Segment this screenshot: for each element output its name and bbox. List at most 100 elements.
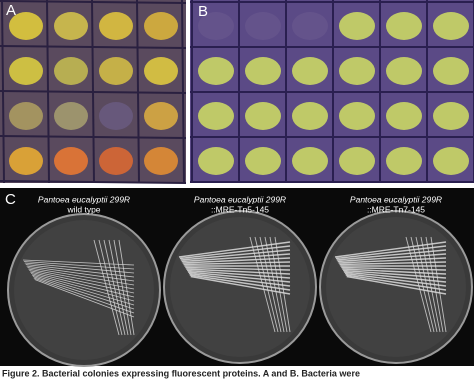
- colony: [292, 12, 328, 40]
- colony: [292, 57, 328, 85]
- streak: [425, 236, 444, 333]
- colony: [245, 57, 281, 85]
- streak: [93, 239, 120, 336]
- panel-label: A: [6, 2, 16, 19]
- colony: [99, 12, 133, 40]
- streak: [34, 279, 135, 318]
- streak: [103, 239, 126, 336]
- streak: [185, 266, 291, 271]
- colony: [339, 12, 375, 40]
- streak: [254, 236, 279, 333]
- colony: [386, 12, 422, 40]
- colony: [99, 57, 133, 85]
- colony: [54, 102, 88, 130]
- genotype-label: ::MRE-Tn5-145: [211, 204, 269, 214]
- colony: [245, 147, 281, 175]
- panel-label: C: [5, 191, 16, 208]
- colony: [386, 102, 422, 130]
- colony: [144, 147, 178, 175]
- colony: [144, 57, 178, 85]
- colony: [339, 57, 375, 85]
- streak: [249, 236, 276, 333]
- colony: [386, 57, 422, 85]
- streak: [336, 249, 447, 261]
- streak: [343, 271, 447, 283]
- streak: [27, 267, 135, 286]
- streak: [180, 249, 291, 261]
- streak: [23, 261, 135, 270]
- colony: [99, 147, 133, 175]
- streak: [113, 239, 132, 336]
- streak: [98, 239, 123, 336]
- strain-label: Pantoea eucalyptii 299R: [194, 194, 286, 204]
- genotype-label: wild type: [66, 204, 100, 214]
- streak: [24, 262, 135, 274]
- grid-line: [0, 90, 187, 94]
- streak: [420, 236, 441, 333]
- colony: [9, 12, 43, 40]
- colony: [198, 57, 234, 85]
- colony: [386, 147, 422, 175]
- streak: [28, 268, 135, 290]
- streak: [410, 236, 435, 333]
- streak: [344, 272, 447, 287]
- colony: [433, 102, 469, 130]
- streak: [405, 236, 432, 333]
- colony: [198, 102, 234, 130]
- streak: [189, 274, 291, 291]
- streak: [346, 275, 447, 295]
- colony: [292, 147, 328, 175]
- streak: [341, 266, 447, 271]
- colony: [99, 102, 133, 130]
- streak: [337, 253, 447, 263]
- streak: [108, 239, 129, 336]
- streak: [118, 239, 135, 336]
- colony: [198, 12, 234, 40]
- plate-inner: [170, 217, 310, 357]
- streak: [26, 265, 135, 282]
- streak: [430, 236, 447, 333]
- streak: [30, 271, 135, 298]
- streak: [415, 236, 438, 333]
- streak: [269, 236, 288, 333]
- grid-line: [0, 180, 187, 184]
- streak: [274, 236, 291, 333]
- grid-line: [181, 0, 185, 184]
- colony: [9, 147, 43, 175]
- colony: [9, 102, 43, 130]
- plate-inner: [326, 217, 466, 357]
- streak: [264, 236, 285, 333]
- strain-label: Pantoea eucalyptii 299R: [38, 194, 130, 204]
- streak: [259, 236, 282, 333]
- streak: [33, 277, 135, 314]
- streak: [345, 274, 447, 291]
- streak: [32, 276, 135, 310]
- colony: [9, 57, 43, 85]
- colony: [54, 57, 88, 85]
- colony: [144, 102, 178, 130]
- colony: [433, 57, 469, 85]
- colony: [144, 12, 178, 40]
- colony: [54, 12, 88, 40]
- grid-line: [0, 135, 187, 139]
- colony: [198, 147, 234, 175]
- streak: [190, 275, 291, 295]
- colony: [433, 12, 469, 40]
- genotype-label: ::MRE-Tn7-145: [367, 204, 425, 214]
- colony: [433, 147, 469, 175]
- streak: [22, 259, 135, 266]
- streak: [182, 257, 291, 264]
- streak: [186, 268, 291, 275]
- streak: [188, 272, 291, 287]
- streak: [342, 268, 447, 275]
- colony: [339, 102, 375, 130]
- streak: [183, 261, 291, 266]
- caption: Figure 2. Bacterial colonies expressing …: [2, 368, 360, 378]
- streak: [187, 271, 291, 283]
- grid-line: [136, 0, 140, 184]
- colony: [292, 102, 328, 130]
- colony: [339, 147, 375, 175]
- colony: [245, 12, 281, 40]
- strain-label: Pantoea eucalyptii 299R: [350, 194, 442, 204]
